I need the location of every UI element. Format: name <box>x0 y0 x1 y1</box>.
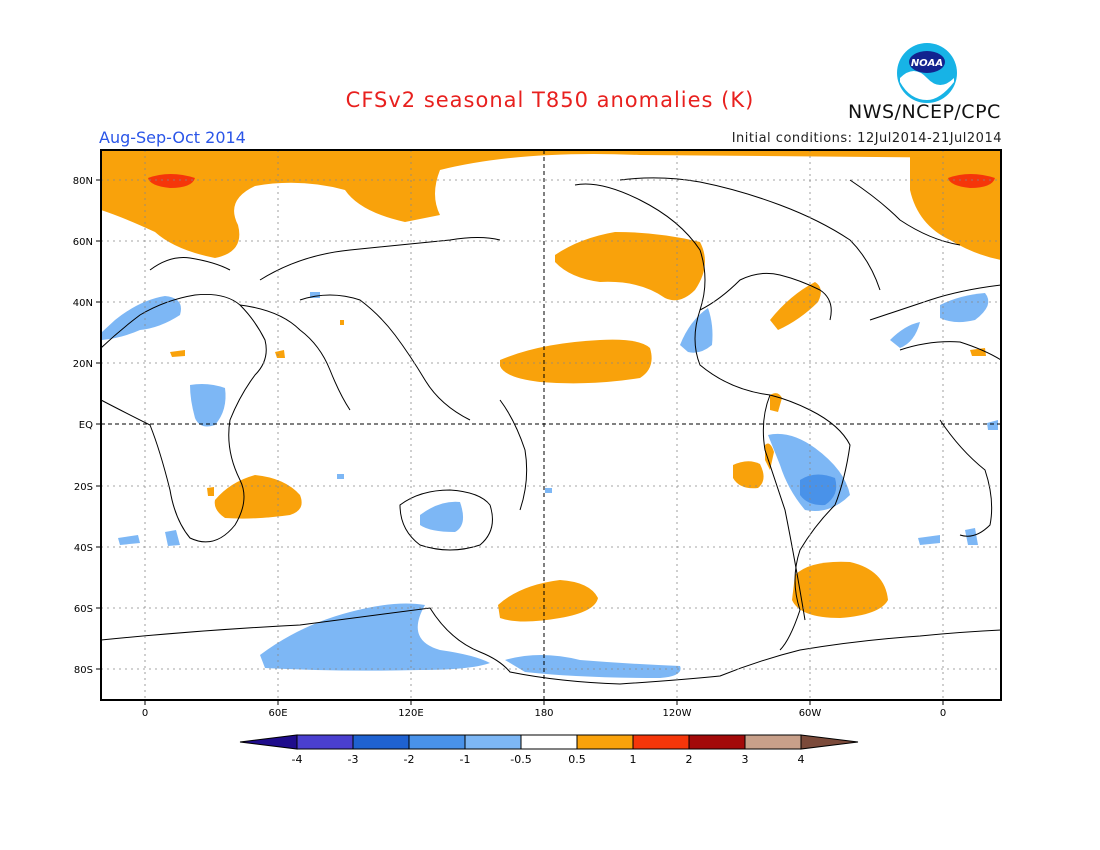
lat-label: 40S <box>74 543 93 554</box>
colorbar-label: 1 <box>630 753 637 766</box>
cool-anomalies <box>102 292 998 678</box>
lon-label: 0 <box>940 708 946 719</box>
lat-label: 60S <box>74 604 93 615</box>
colorbar-label: 3 <box>742 753 749 766</box>
lon-label: 60E <box>268 708 287 719</box>
colorbar-arrow-right <box>800 734 859 750</box>
lon-labels: 0 60E 120E 180 120W 60W 0 <box>142 708 946 719</box>
map-content <box>101 150 1001 685</box>
colorbar-bin <box>464 734 522 750</box>
colorbar <box>239 734 859 750</box>
colorbar-label: 2 <box>686 753 693 766</box>
tick-marks <box>96 179 944 705</box>
colorbar-bin <box>576 734 634 750</box>
colorbar-arrow-left <box>239 734 298 750</box>
colorbar-bin <box>632 734 690 750</box>
lon-label: 120E <box>398 708 423 719</box>
graticule <box>101 150 1001 700</box>
colorbar-label: 0.5 <box>568 753 586 766</box>
strong-warm-anomalies <box>148 174 995 188</box>
lat-label: 60N <box>73 237 93 248</box>
map-frame <box>100 149 1002 701</box>
colorbar-bin <box>688 734 746 750</box>
colorbar-bin <box>744 734 802 750</box>
initial-conditions: Initial conditions: 12Jul2014-21Jul2014 <box>731 131 1002 146</box>
colorbar-bin <box>352 734 410 750</box>
lat-labels: 80N 60N 40N 20N EQ 20S 40S 60S 80S <box>73 176 93 676</box>
noaa-logo: NOAA <box>897 43 957 103</box>
colorbar-label: -0.5 <box>510 753 531 766</box>
lat-label: EQ <box>79 420 93 431</box>
lon-label: 120W <box>663 708 692 719</box>
colorbar-label: -4 <box>292 753 303 766</box>
agency-label: NWS/NCEP/CPC <box>848 101 1001 123</box>
lat-label: 80N <box>73 176 93 187</box>
warm-anomalies <box>101 150 1001 622</box>
colorbar-bin <box>520 734 578 750</box>
colorbar-label: 4 <box>798 753 805 766</box>
strong-cool-anomalies <box>800 474 837 506</box>
map-title: CFSv2 seasonal T850 anomalies (K) <box>345 88 755 112</box>
equator-dateline <box>101 150 1001 700</box>
lon-label: 180 <box>534 708 553 719</box>
colorbar-label: -1 <box>460 753 471 766</box>
coastlines <box>101 177 1001 685</box>
lat-label: 20N <box>73 359 93 370</box>
lon-label: 0 <box>142 708 148 719</box>
logo-text: NOAA <box>911 58 943 69</box>
forecast-period: Aug-Sep-Oct 2014 <box>99 128 246 147</box>
colorbar-label: -3 <box>348 753 359 766</box>
lat-label: 20S <box>74 482 93 493</box>
colorbar-labels: -4 -3 -2 -1 -0.5 0.5 1 2 3 4 <box>292 753 805 766</box>
colorbar-label: -2 <box>404 753 415 766</box>
colorbar-bin <box>408 734 466 750</box>
lat-label: 80S <box>74 665 93 676</box>
colorbar-bin <box>296 734 354 750</box>
lat-label: 40N <box>73 298 93 309</box>
lon-label: 60W <box>799 708 822 719</box>
